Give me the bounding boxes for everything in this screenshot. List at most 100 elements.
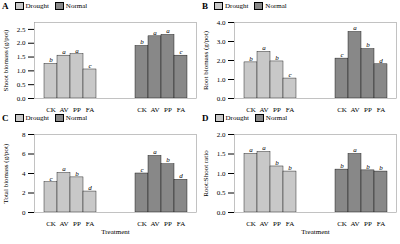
svg-text:CK: CK (246, 220, 256, 228)
svg-text:0.5: 0.5 (217, 189, 226, 197)
svg-text:8: 8 (22, 131, 26, 139)
svg-text:c: c (179, 48, 183, 56)
svg-text:FA: FA (177, 220, 185, 228)
svg-text:PP: PP (364, 220, 372, 228)
svg-text:c: c (49, 175, 53, 183)
svg-text:a: a (153, 29, 157, 37)
svg-text:FA: FA (377, 106, 385, 112)
svg-text:4: 4 (22, 170, 26, 178)
html-text:A: A (2, 1, 9, 11)
svg-text:d: d (179, 172, 183, 180)
svg-text:b: b (275, 159, 279, 167)
svg-text:c: c (340, 51, 344, 59)
svg-text:a: a (153, 148, 157, 156)
html-text:Normal: Normal (265, 114, 288, 122)
svg-text:b: b (366, 163, 370, 171)
html-text:Normal: Normal (265, 2, 287, 10)
svg-text:1.5: 1.5 (17, 53, 26, 61)
svg-text:0.0: 0.0 (217, 95, 226, 103)
svg-text:c: c (140, 166, 144, 174)
svg-text:b: b (49, 56, 53, 64)
svg-text:Root biomass (g/pot): Root biomass (g/pot) (202, 30, 210, 90)
svg-text:FA: FA (86, 106, 94, 112)
svg-text:0: 0 (22, 209, 26, 217)
svg-text:Treatment: Treatment (101, 228, 130, 236)
html-text:Drought: Drought (25, 114, 49, 122)
svg-text:1.0: 1.0 (217, 76, 226, 84)
svg-text:0.5: 0.5 (17, 81, 26, 89)
svg-text:PP: PP (273, 220, 281, 228)
svg-text:FA: FA (286, 106, 294, 112)
svg-text:6: 6 (22, 150, 26, 158)
svg-text:2.0: 2.0 (217, 131, 226, 139)
html-text:Normal: Normal (65, 2, 88, 10)
svg-text:PP: PP (164, 106, 172, 112)
svg-text:2: 2 (22, 189, 26, 197)
svg-text:c: c (88, 62, 92, 70)
svg-text:b: b (379, 164, 383, 172)
html-text:Drought: Drought (25, 2, 49, 10)
svg-text:c: c (288, 71, 292, 79)
svg-text:b: b (166, 156, 170, 164)
html-text:Drought: Drought (225, 2, 249, 10)
svg-text:4.0: 4.0 (217, 19, 226, 27)
svg-text:a: a (353, 24, 357, 32)
svg-text:a: a (75, 47, 79, 55)
svg-text:PP: PP (364, 106, 372, 112)
svg-text:Total biomass (g/pot): Total biomass (g/pot) (2, 143, 10, 203)
svg-text:3.0: 3.0 (217, 38, 226, 46)
svg-text:2.0: 2.0 (217, 57, 226, 65)
svg-text:AV: AV (150, 106, 159, 112)
svg-text:1.0: 1.0 (17, 67, 26, 75)
svg-text:a: a (262, 44, 266, 52)
svg-text:AV: AV (59, 220, 68, 228)
svg-text:Root:Shoot ratio: Root:Shoot ratio (202, 150, 210, 197)
svg-text:b: b (275, 54, 279, 62)
svg-text:CK: CK (337, 106, 347, 112)
svg-text:AV: AV (350, 106, 359, 112)
svg-text:1.5: 1.5 (217, 150, 226, 158)
svg-text:FA: FA (286, 220, 294, 228)
svg-text:CK: CK (46, 220, 56, 228)
svg-text:PP: PP (164, 220, 172, 228)
svg-text:Treatment: Treatment (301, 228, 330, 236)
svg-text:2.0: 2.0 (17, 39, 26, 47)
svg-text:d: d (379, 57, 383, 65)
html-text:Normal: Normal (65, 114, 88, 122)
svg-text:PP: PP (73, 220, 81, 228)
svg-text:0.0: 0.0 (17, 95, 26, 103)
svg-text:2.5: 2.5 (17, 26, 26, 34)
svg-text:AV: AV (59, 106, 68, 112)
svg-text:a: a (62, 165, 66, 173)
svg-text:b: b (288, 164, 292, 172)
svg-text:0.0: 0.0 (217, 209, 226, 217)
svg-text:AV: AV (259, 106, 268, 112)
svg-text:FA: FA (86, 220, 94, 228)
svg-text:AV: AV (350, 220, 359, 228)
svg-text:FA: FA (377, 220, 385, 228)
html-text:Drought: Drought (225, 114, 249, 122)
svg-text:CK: CK (246, 106, 256, 112)
svg-text:a: a (353, 146, 357, 154)
svg-text:Shoot biomass (g/pot): Shoot biomass (g/pot) (2, 29, 10, 92)
svg-text:PP: PP (73, 106, 81, 112)
svg-text:a: a (166, 27, 170, 35)
svg-text:1.0: 1.0 (217, 170, 226, 178)
svg-text:b: b (340, 162, 344, 170)
svg-text:PP: PP (273, 106, 281, 112)
svg-text:a: a (262, 144, 266, 152)
svg-text:AV: AV (150, 220, 159, 228)
svg-text:b: b (366, 41, 370, 49)
svg-text:FA: FA (177, 106, 185, 112)
svg-text:a: a (249, 146, 253, 154)
svg-text:a: a (62, 48, 66, 56)
svg-text:CK: CK (337, 220, 347, 228)
svg-text:CK: CK (137, 220, 147, 228)
svg-text:b: b (249, 55, 253, 63)
svg-text:b: b (75, 170, 79, 178)
svg-text:CK: CK (137, 106, 147, 112)
svg-text:d: d (88, 184, 92, 192)
svg-text:AV: AV (259, 220, 268, 228)
svg-text:CK: CK (46, 106, 56, 112)
svg-text:b: b (140, 38, 144, 46)
